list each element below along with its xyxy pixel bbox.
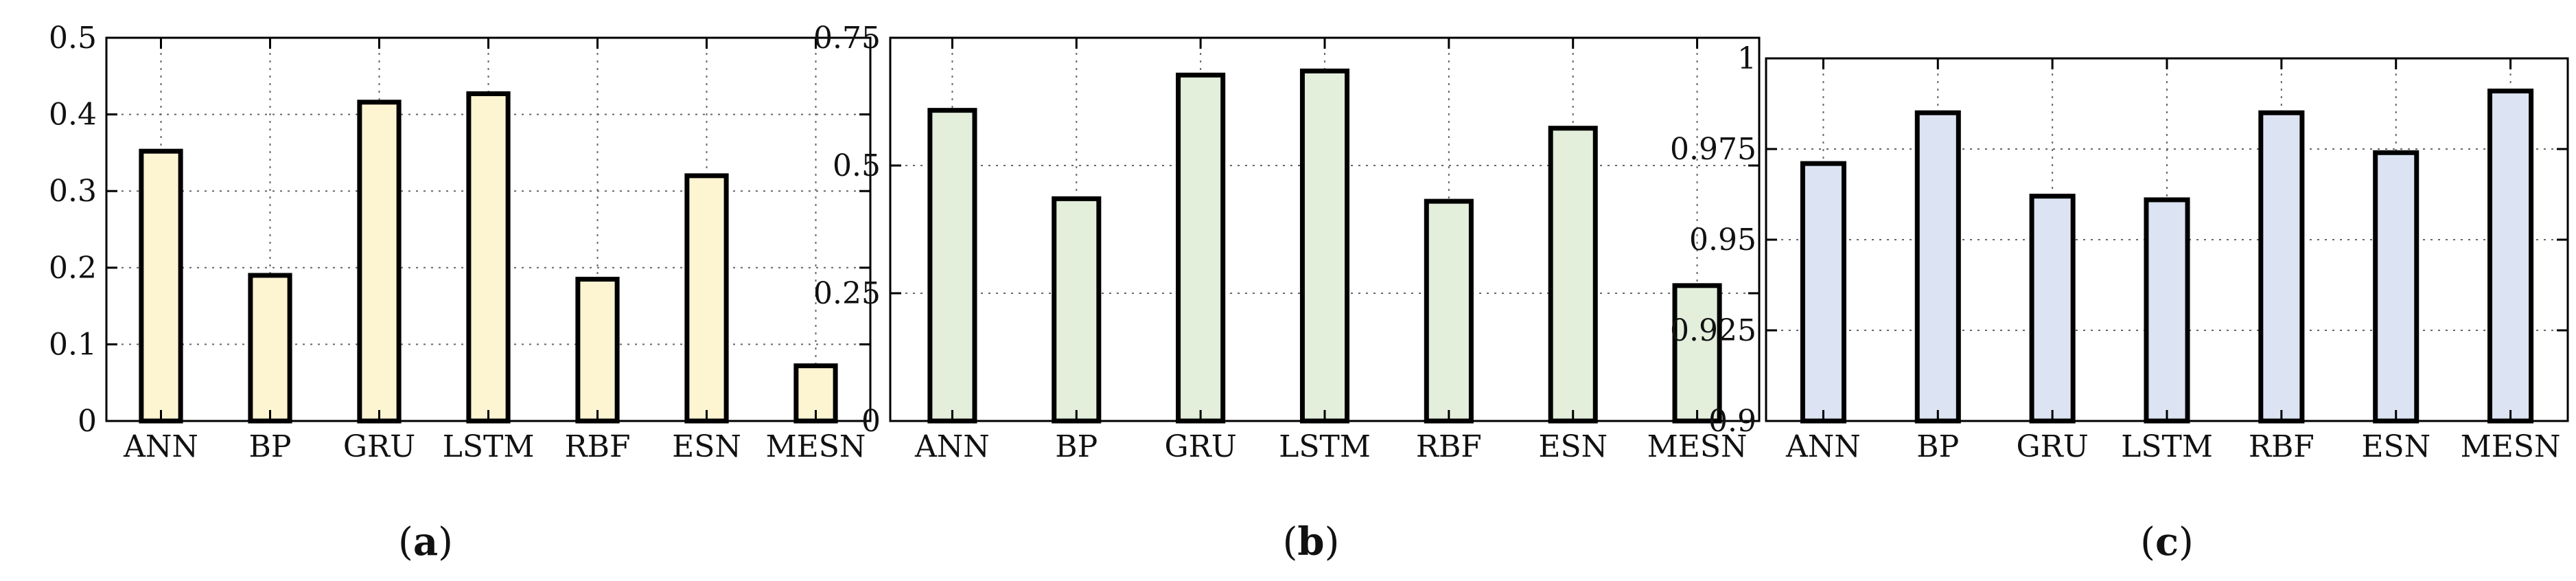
- bar-lstm: [2144, 197, 2190, 424]
- y-tick-label: 0: [78, 404, 97, 439]
- caption-b: (b): [1283, 519, 1340, 565]
- chart-a: 0 0.1 0.2 0.3 0.4 0.5 ANN BP GRU LSTM RBF ESN MESN: [49, 21, 872, 464]
- x-tick-label: MESN: [2461, 429, 2561, 464]
- x-tick-label: BP: [1916, 429, 1959, 464]
- bar-gru: [2029, 194, 2076, 424]
- y-tick-label: 0.9: [1708, 404, 1756, 439]
- y-tick-label: 0.5: [833, 148, 881, 183]
- x-tick-label: RBF: [2249, 429, 2314, 464]
- bar-rbf: [575, 277, 620, 424]
- bar-ann: [1800, 161, 1846, 424]
- x-tick-label: GRU: [343, 429, 415, 464]
- x-tick-label: LSTM: [443, 429, 535, 464]
- x-tick-label: BP: [249, 429, 292, 464]
- chart-b: 0 0.25 0.5 0.75 ANN BP GRU LSTM RBF ESN MESN: [813, 21, 1761, 464]
- y-tick-label: 0.75: [813, 21, 881, 56]
- y-tick-label: 1: [1737, 41, 1756, 76]
- bar-rbf: [2258, 110, 2305, 424]
- bar-bp: [1914, 110, 1961, 424]
- bar-gru: [357, 100, 402, 424]
- y-tick-label: 0.1: [49, 327, 97, 362]
- bar-mesn: [1672, 283, 1722, 424]
- y-tick-label: 0.2: [49, 251, 97, 286]
- bar-lstm: [466, 91, 511, 424]
- bar-bp: [1052, 196, 1102, 424]
- y-tick-label: 0.975: [1670, 132, 1756, 167]
- x-tick-label: ESN: [1538, 429, 1608, 464]
- bar-lstm: [1299, 68, 1350, 424]
- y-tick-label: 0: [861, 404, 881, 439]
- y-tick-label: 0.3: [49, 174, 97, 209]
- x-tick-label: ESN: [2361, 429, 2430, 464]
- y-tick-label: 0.925: [1670, 313, 1756, 348]
- y-tick-label: 0.95: [1689, 223, 1756, 258]
- chart-c: 0.9 0.925 0.95 0.975 1 ANN BP GRU LSTM RBF ESN MESN: [1670, 41, 2569, 464]
- bar-esn: [1548, 126, 1598, 424]
- x-tick-label: MESN: [1647, 429, 1748, 464]
- x-tick-label: LSTM: [2121, 429, 2213, 464]
- bar-bp: [248, 273, 292, 424]
- bar-gru: [1176, 72, 1226, 424]
- x-tick-label: ANN: [1785, 429, 1861, 464]
- x-tick-label: ESN: [672, 429, 741, 464]
- x-tick-label: BP: [1055, 429, 1098, 464]
- bar-ann: [139, 148, 183, 424]
- bar-mesn: [2487, 89, 2534, 424]
- bar-esn: [2373, 150, 2420, 424]
- caption-c: (c): [2140, 519, 2194, 565]
- x-tick-label: GRU: [1164, 429, 1236, 464]
- x-tick-label: ANN: [123, 429, 198, 464]
- x-tick-label: GRU: [2016, 429, 2088, 464]
- bar-ann: [927, 108, 977, 424]
- bar-esn: [684, 173, 729, 424]
- x-tick-label: RBF: [565, 429, 631, 464]
- x-tick-label: LSTM: [1279, 429, 1371, 464]
- x-tick-label: ANN: [914, 429, 990, 464]
- caption-a: (a): [398, 519, 453, 565]
- bar-rbf: [1424, 198, 1474, 424]
- y-tick-label: 0.5: [49, 21, 97, 56]
- y-tick-label: 0.4: [49, 98, 97, 133]
- x-tick-label: RBF: [1416, 429, 1482, 464]
- x-tick-label: MESN: [766, 429, 866, 464]
- y-tick-label: 0.25: [813, 276, 881, 311]
- bar-mesn: [793, 363, 838, 424]
